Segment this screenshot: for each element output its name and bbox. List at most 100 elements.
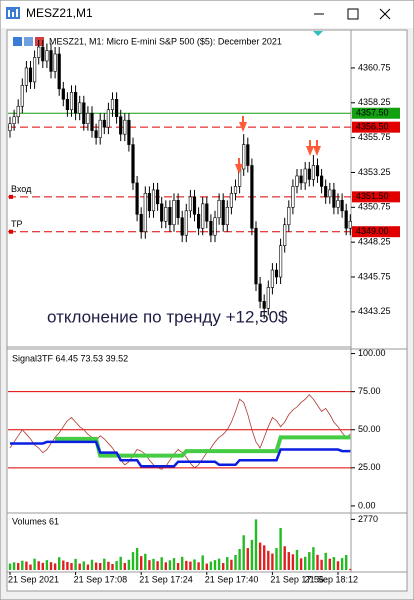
volume-bar [308, 552, 311, 570]
volume-bar [111, 563, 114, 570]
candle-body [295, 175, 299, 187]
indicator-title: Signal3TF 64.45 73.53 39.52 [12, 353, 128, 363]
volume-bar [230, 559, 233, 570]
annotation: отклонение по тренду +12,50$ [47, 307, 288, 326]
volume-bar [222, 563, 225, 570]
volume-bar [12, 562, 16, 570]
volume-bar [267, 550, 270, 570]
candle-body [229, 193, 234, 208]
candle-body [270, 269, 275, 288]
candle-body [8, 123, 12, 131]
y-tick-label: 4360.75 [358, 62, 391, 72]
volume-bar [156, 561, 159, 570]
level-price-box [352, 226, 400, 238]
close-button[interactable] [379, 8, 391, 20]
candle-body [197, 213, 201, 229]
level-price-box [352, 121, 400, 133]
volume-bar [205, 563, 208, 570]
volume-bar [324, 552, 327, 570]
candle-body [180, 217, 184, 236]
volume-bar [135, 548, 139, 570]
volume-bar [226, 557, 229, 570]
candle-body [65, 98, 69, 111]
volume-bar [246, 548, 249, 570]
volume-bar [82, 561, 85, 570]
candle-body [184, 210, 188, 236]
volume-bar [349, 568, 352, 570]
candle-body [139, 213, 143, 233]
candle-body [37, 46, 41, 58]
x-tick-label: 21 Sep 17:40 [205, 574, 259, 584]
candle-body [250, 165, 254, 229]
candle-body [303, 168, 307, 184]
candle-body [45, 50, 49, 62]
volume-bar [250, 539, 254, 570]
volume-bar [209, 561, 213, 570]
volume-bar [213, 560, 217, 570]
candle-body [258, 283, 262, 302]
candle-body [254, 227, 258, 285]
candle-body [135, 182, 139, 215]
level-marker [9, 194, 13, 199]
volume-bar [176, 563, 180, 570]
window-title: MESZ21,M1 [26, 6, 93, 20]
level-price-label: 4356.50 [356, 122, 389, 132]
x-tick-label: 21 Sep 17:56 [270, 574, 324, 584]
volume-bar [131, 552, 135, 570]
y-tick-label: 4358.25 [358, 97, 391, 107]
x-tick-label: 21 Sep 17:08 [74, 574, 128, 584]
x-tick-label: 21 Sep 2021 [8, 574, 59, 584]
candle-body [16, 105, 20, 118]
volume-bar [29, 564, 32, 570]
candle-body [69, 92, 74, 111]
candle-body [217, 200, 221, 219]
candle-body [164, 207, 168, 222]
candle-body [106, 109, 110, 128]
volume-bar [287, 552, 290, 570]
volume-bar [168, 560, 172, 570]
candle-body [53, 53, 57, 72]
candle-body [20, 85, 24, 107]
volume-bar [45, 560, 49, 570]
signal-arrows [235, 116, 321, 174]
volume-bar [189, 561, 192, 570]
volume-bar [299, 558, 303, 570]
candle-body [110, 98, 115, 111]
candle-body [278, 245, 283, 278]
candle-body [41, 46, 45, 62]
chart-shift-marker [313, 31, 323, 36]
candle-body [143, 193, 147, 233]
volume-bar [49, 562, 53, 570]
volume-bar [41, 562, 44, 570]
y-tick-label: 75.00 [358, 386, 381, 396]
volume-bar [140, 556, 143, 570]
candle-body [123, 119, 127, 135]
volume-bar [115, 561, 118, 570]
volume-bar [66, 561, 69, 570]
volume-bar [312, 547, 315, 570]
candle-body [192, 196, 197, 215]
y-tick-label: 4355.75 [358, 132, 391, 142]
volume-bar [127, 559, 131, 570]
candle-body [127, 119, 131, 145]
candle-body [90, 112, 94, 131]
y-tick-label: 4343.25 [358, 306, 391, 316]
candle-body [287, 207, 291, 226]
indicator-line [9, 394, 351, 470]
volume-bar [152, 558, 155, 570]
candle-body [307, 168, 311, 180]
candle-body [78, 102, 82, 114]
volume-bar [25, 561, 28, 570]
level-name: TP [11, 219, 23, 229]
volume-bar [103, 558, 106, 570]
candle-body [319, 175, 324, 187]
candle-body [311, 165, 316, 180]
volume-bar [99, 563, 102, 570]
candle-body [94, 130, 98, 138]
candle-body [266, 287, 270, 309]
candle-body [115, 98, 119, 118]
candle-body [82, 102, 86, 124]
maximize-button[interactable] [347, 8, 359, 20]
volume-bar [263, 545, 266, 570]
